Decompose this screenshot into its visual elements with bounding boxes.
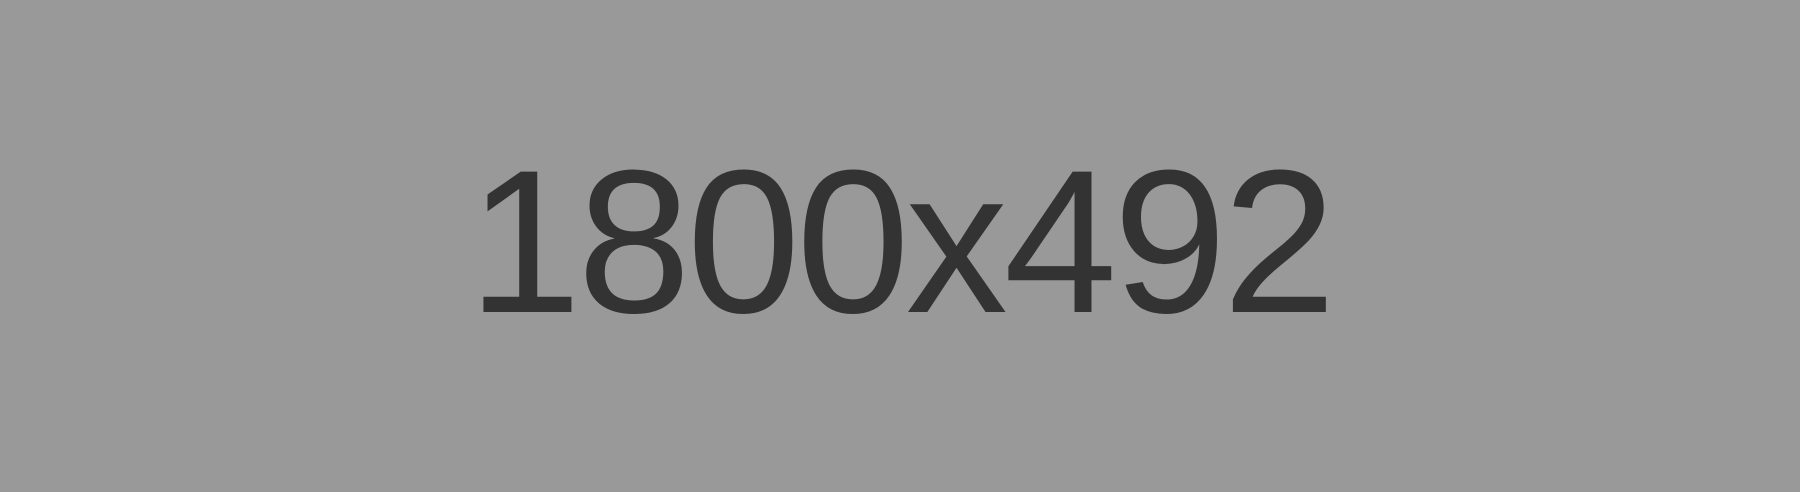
- placeholder-dimensions-label: 1800x492: [467, 128, 1336, 356]
